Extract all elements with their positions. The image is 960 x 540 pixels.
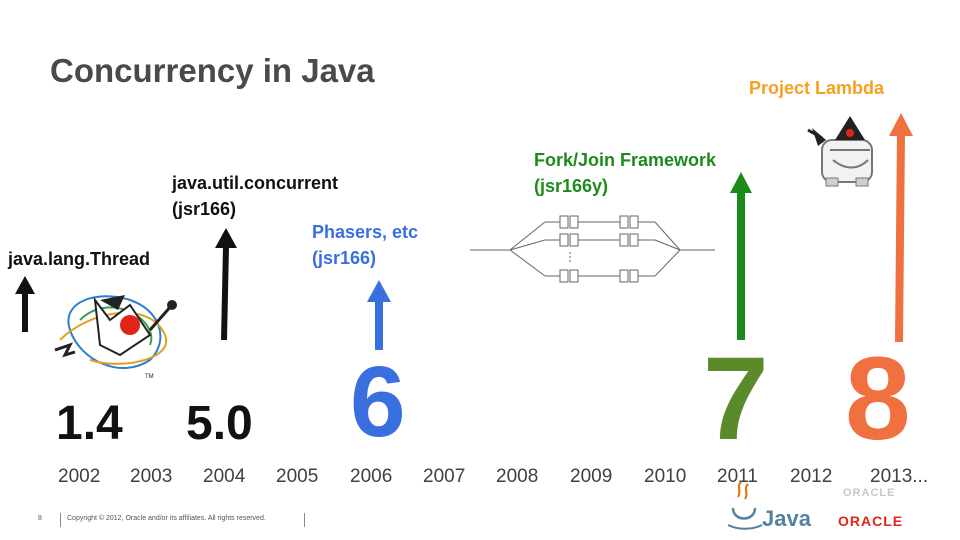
label-phasers-line2: (jsr166) [312,248,377,268]
year-2013: 2013... [870,466,929,487]
label-project-lambda: Project Lambda [749,78,885,98]
slide-title: Concurrency in Java [50,52,375,89]
label-forkjoin: Fork/Join Framework (jsr166y) [534,147,716,199]
label-java-util-concurrent-line1: java.util.concurrent [172,173,339,193]
year-2004: 2004 [203,466,246,487]
year-2003: 2003 [130,466,173,487]
version-6: 6 [350,346,406,458]
year-2011: 2011 [717,466,758,487]
label-phasers-line1: Phasers, etc [312,222,419,242]
year-2012: 2012 [790,466,833,487]
forkjoin-diagram-icon [470,215,715,283]
copyright-text: Copyright © 2012, Oracle and/or its affi… [67,515,266,522]
label-phasers: Phasers, etc (jsr166) [312,219,418,271]
duke-astronaut-icon [807,116,873,187]
version-5-0: 5.0 [186,397,253,450]
year-2009: 2009 [570,466,613,487]
year-2002: 2002 [58,466,101,487]
year-2005: 2005 [276,466,319,487]
version-8: 8 [845,333,911,465]
label-forkjoin-line1: Fork/Join Framework [534,150,717,170]
oracle-logo: ORACLE [838,513,904,529]
label-forkjoin-line2: (jsr166y) [534,176,609,196]
oracle-watermark: ORACLE [843,487,896,499]
label-java-util-concurrent-line2: (jsr166) [172,199,237,219]
arrow-phasers [367,280,391,350]
footer-divider-right [304,513,305,527]
duke-threads-icon: TM [54,295,177,380]
year-2008: 2008 [496,466,539,487]
year-2006: 2006 [350,466,393,487]
arrow-forkjoin [730,172,752,340]
footer-divider-left [60,513,61,527]
svg-text:TM: TM [145,374,154,380]
year-2010: 2010 [644,466,687,487]
arrow-thread [15,276,35,332]
arrow-lambda [889,113,913,343]
page-number: 8 [38,515,42,522]
year-2007: 2007 [423,466,466,487]
label-java-lang-thread: java.lang.Thread [8,249,151,269]
label-java-util-concurrent: java.util.concurrent (jsr166) [172,170,338,222]
java-logo-icon [727,481,763,530]
version-7: 7 [703,333,769,465]
version-1-4: 1.4 [56,397,123,450]
arrow-util-concurrent [215,228,237,341]
java-logo-text: Java [762,506,811,531]
